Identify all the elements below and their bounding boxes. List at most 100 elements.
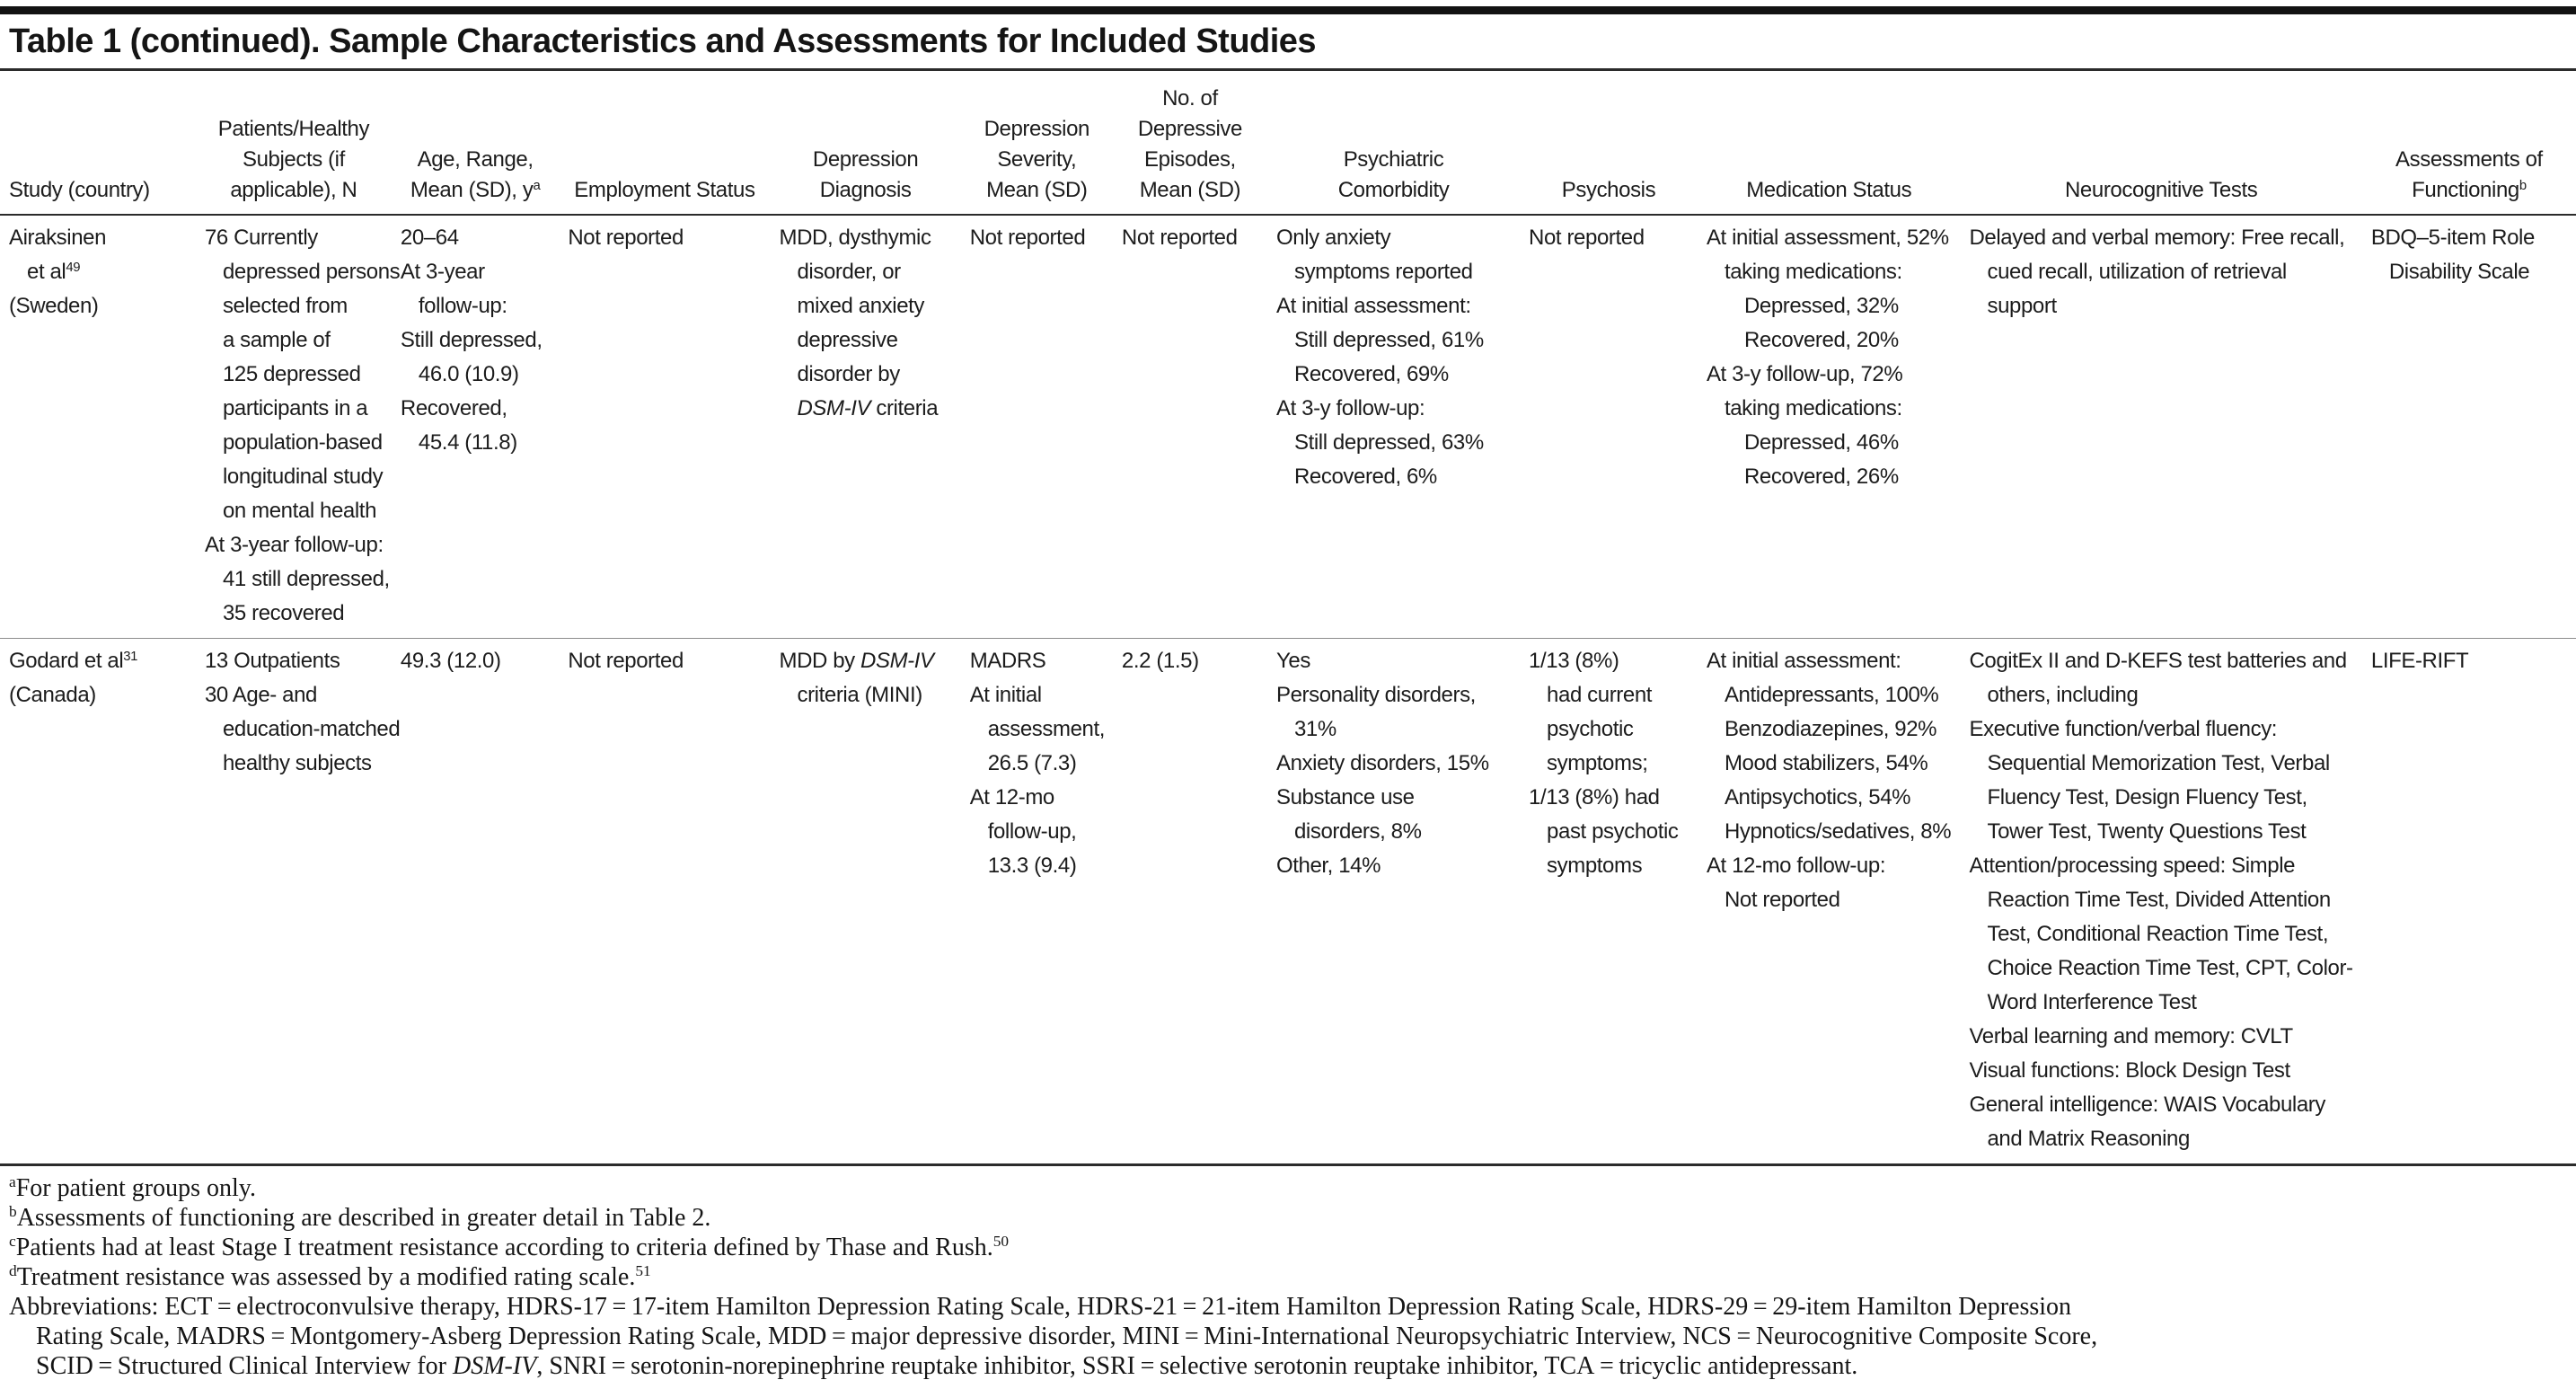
cell-line: participants in a [222,396,368,420]
column-header-severity: Depression Severity, Mean (SD) [984,117,1090,202]
medication-cell-airaksinen: At initial assessment, 52% taking medicat… [1698,215,1961,639]
column-header-age: Age, Range, Mean (SD), ya [410,147,541,202]
functioning-cell-airaksinen: BDQ–5-item Role Disability Scale [2362,215,2576,639]
cell-line: Not reported [1121,226,1238,250]
column-header-employment: Employment Status [574,178,755,202]
cell-line: Depressed, 32% [1743,294,1899,318]
cell-line: Still depressed, 61% [1293,328,1484,352]
cell-line: Mood stabilizers, 54% [1724,751,1928,775]
cell-line: CogitEx II and D-KEFS test batteries and [1969,649,2347,673]
cell-line: Substance use [1275,785,1415,809]
cell-line: Hypnotics/sedatives, 8% [1724,819,1952,844]
patients-cell-airaksinen: 76 Currently depressed persons selected fr… [196,215,401,639]
episodes-cell-airaksinen: Not reported [1113,215,1267,639]
cell-line: Still depressed, 63% [1293,430,1484,455]
cell-line: BDQ–5-item Role [2370,226,2535,250]
cell-line: General intelligence: WAIS Vocabulary [1969,1092,2325,1117]
cell-line: selected from [222,294,348,318]
column-header-comorbidity: Psychiatric Comorbidity [1337,147,1450,202]
cell-line: Antidepressants, 100% [1724,683,1939,707]
cell-line: Disability Scale [2388,260,2530,284]
cell-line: follow-up: [418,294,507,318]
cell-line: Airaksinen [9,226,107,250]
cell-line: cued recall, utilization of retrieval [1987,260,2287,284]
column-header-diagnosis: Depression Diagnosis [812,147,919,202]
cell-line: Antipsychotics, 54% [1724,785,1911,809]
cell-line: At initial assessment, 52% [1706,226,1949,250]
table-header-row: Study (country) Patients/Healthy Subjects… [0,71,2576,215]
cell-line: 13.3 (9.4) [987,854,1077,878]
comorbidity-cell-airaksinen: Only anxiety symptoms reported At initial … [1267,215,1520,639]
patients-cell-godard: 13 Outpatients 30 Age- and education-match… [196,639,401,1165]
cell-line: At initial assessment: [1706,649,1901,673]
cell-line: Verbal learning and memory: CVLT [1969,1024,2293,1048]
cell-line: support [1987,294,2057,318]
table-top-rule [0,6,2576,14]
cell-line: 41 still depressed, [222,567,390,591]
cell-line: Not reported [1724,888,1840,912]
cell-line: At 3-y follow-up: [1275,396,1425,420]
cell-line: Godard et al31 [9,649,138,673]
cell-line: symptoms; [1547,751,1648,775]
cell-line: population-based [222,430,383,455]
cell-line: At 3-year [400,260,485,284]
cell-line: 35 recovered [222,601,345,625]
cell-line: Not reported [1529,226,1645,250]
column-header-medication: Medication Status [1746,178,1912,202]
cell-line: and Matrix Reasoning [1987,1127,2190,1151]
cell-line: disorder, or [797,260,901,284]
cell-line: healthy subjects [222,751,372,775]
cell-line: education-matched [222,717,401,741]
cell-line: LIFE-RIFT [2370,649,2469,673]
cell-line: 49.3 (12.0) [400,649,501,673]
cell-line: At initial assessment: [1275,294,1471,318]
footnote-line: Rating Scale, MADRS = Montgomery-Asberg … [36,1322,2098,1350]
cell-line: At 3-year follow-up: [204,533,384,557]
footnote-line: bAssessments of functioning are describe… [9,1203,711,1232]
diagnosis-cell-airaksinen: MDD, dysthymic disorder, or mixed anxiety d… [770,215,960,639]
cell-line: 1/13 (8%) had [1529,785,1660,809]
cell-line: DSM-IV criteria [797,396,939,420]
cell-line: 26.5 (7.3) [987,751,1077,775]
cell-line: taking medications: [1724,396,1902,420]
table-header: Study (country) Patients/Healthy Subjects… [0,71,2576,215]
cell-line: Attention/processing speed: Simple [1969,854,2296,878]
episodes-cell-godard: 2.2 (1.5) [1113,639,1267,1165]
cell-line: Choice Reaction Time Test, CPT, Color- [1987,956,2353,980]
neurocognitive-cell-godard: CogitEx II and D-KEFS test batteries and… [1960,639,2361,1165]
study-row-godard: Godard et al31 (Canada) 13 Outpatients 30 A… [0,638,2576,1165]
cell-line: 1/13 (8%) [1529,649,1619,673]
study-row-airaksinen: Airaksinen et al49 (Sweden) 76 Currently dep… [0,215,2576,639]
severity-cell-airaksinen: Not reported [961,215,1113,639]
footnote-line: cPatients had at least Stage I treatment… [9,1233,1010,1261]
psychosis-cell-airaksinen: Not reported [1520,215,1698,639]
cell-line: Not reported [969,226,1086,250]
cell-line: 125 depressed [222,362,361,386]
cell-line: (Sweden) [9,294,99,318]
cell-line: 46.0 (10.9) [418,362,519,386]
column-header-psychosis: Psychosis [1561,178,1656,202]
sample-characteristics-table: Study (country) Patients/Healthy Subjects… [0,71,2576,1166]
footnote-line: aFor patient groups only. [9,1173,256,1202]
cell-line: others, including [1987,683,2139,707]
cell-line: 20–64 [400,226,459,250]
column-header-patients: Patients/Healthy Subjects (if applicable… [217,117,370,202]
diagnosis-cell-godard: MDD by DSM-IV criteria (MINI) [770,639,960,1165]
table-footnotes: aFor patient groups only. bAssessments of… [0,1166,2576,1380]
cell-line: 13 Outpatients [204,649,340,673]
cell-line: a sample of [222,328,331,352]
cell-line: et al49 [27,260,81,284]
cell-line: symptoms reported [1293,260,1473,284]
cell-line: depressive [797,328,898,352]
footnote-line: SCID = Structured Clinical Interview for… [36,1352,1858,1380]
cell-line: Recovered, 20% [1743,328,1899,352]
cell-line: Delayed and verbal memory: Free recall, [1969,226,2345,250]
cell-line: Not reported [568,649,684,673]
functioning-cell-godard: LIFE-RIFT [2362,639,2576,1165]
cell-line: At initial [969,683,1042,707]
cell-line: MADRS [969,649,1046,673]
cell-line: assessment, [987,717,1106,741]
cell-line: Sequential Memorization Test, Verbal [1987,751,2330,775]
cell-line: Recovered, 6% [1293,464,1437,489]
neurocognitive-cell-airaksinen: Delayed and verbal memory: Free recall, c… [1960,215,2361,639]
